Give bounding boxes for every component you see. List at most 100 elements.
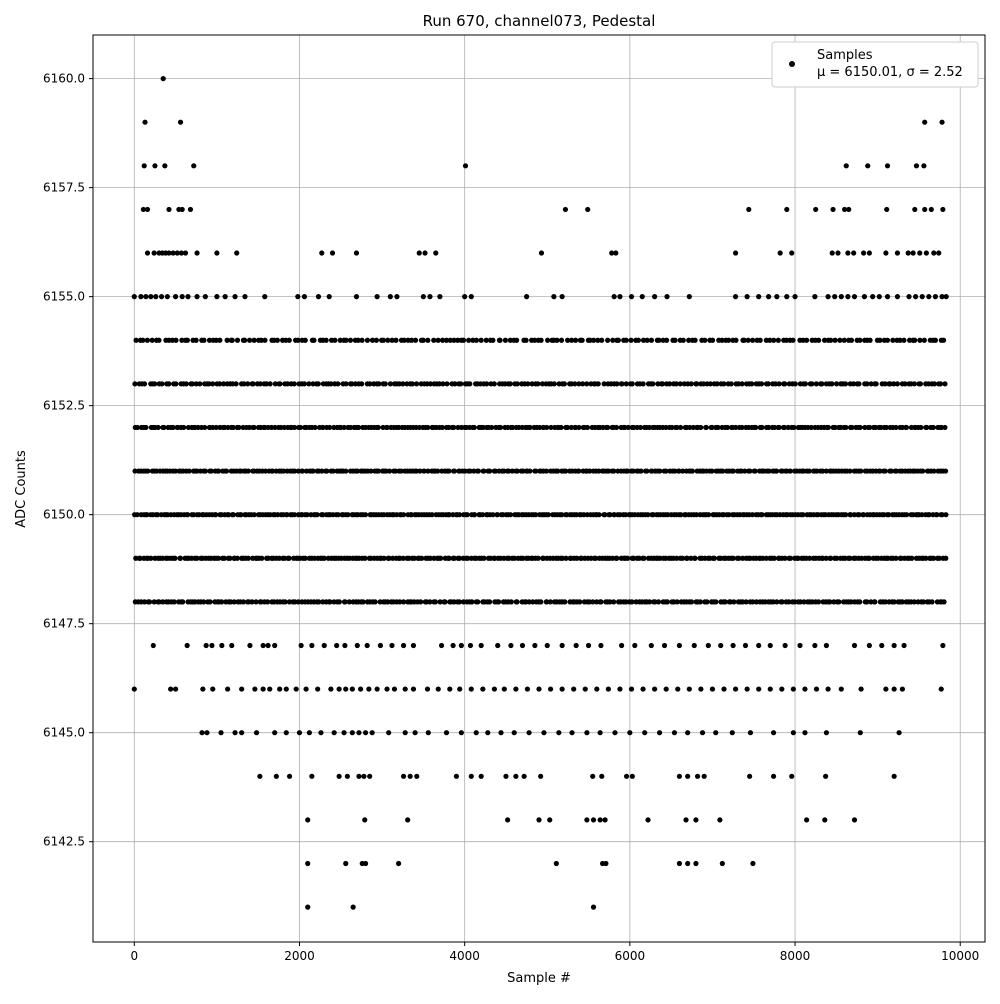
data-point [312,424,318,431]
data-point [786,599,792,605]
data-point [202,294,208,300]
data-point [802,686,808,692]
data-point [203,642,209,649]
data-point [538,599,544,605]
data-point [728,381,734,387]
data-point [252,686,258,692]
data-point [857,599,863,605]
data-point [872,599,878,605]
data-point [784,206,790,213]
data-point [860,512,867,518]
data-point [456,512,463,518]
data-point [376,381,382,387]
data-point [251,424,257,431]
data-point [421,468,427,474]
data-point [617,686,623,692]
data-point [784,294,790,300]
data-point [155,424,161,431]
data-point [901,642,907,649]
data-point [427,599,433,605]
data-point [301,294,308,300]
data-point [213,512,219,518]
data-point [367,773,373,779]
data-point [544,599,550,605]
data-point [580,381,586,387]
data-point [478,773,484,779]
data-point [883,424,890,431]
data-point [745,337,751,343]
data-point [697,599,703,605]
data-point [894,381,900,387]
data-point [291,424,297,431]
data-point [329,250,336,256]
data-point [433,250,439,256]
data-point [614,555,620,561]
data-point [656,730,663,736]
data-point [343,686,349,692]
data-point [469,599,475,605]
data-point [425,424,431,431]
data-point [632,642,638,649]
data-point [375,424,381,431]
data-point [932,337,938,343]
data-point [230,512,236,518]
data-point [569,337,575,343]
data-point [779,599,785,605]
data-point [857,424,863,431]
data-point [669,424,675,431]
data-point [142,119,148,125]
data-point [910,250,916,256]
data-point [172,686,179,692]
data-point [386,468,393,474]
data-point [217,381,223,387]
data-point [905,250,911,256]
data-point [906,294,912,300]
data-point [174,250,180,256]
data-point [686,294,692,300]
data-point [475,599,481,605]
data-point [494,512,501,518]
data-point [822,817,828,823]
data-point [438,642,445,649]
data-point [334,642,340,649]
data-point [291,468,298,474]
data-point [362,555,368,561]
data-point [224,337,230,343]
data-point [215,555,221,561]
data-point [650,381,656,387]
data-point [225,686,231,692]
data-point [414,773,420,779]
data-point [272,730,278,736]
data-point [458,730,464,736]
data-point [347,337,354,343]
data-point [514,599,520,605]
data-point [284,381,291,387]
data-point [902,381,908,387]
data-point [597,817,603,823]
data-point [209,642,215,649]
data-point [215,468,222,474]
data-point [153,294,159,300]
data-point [473,337,480,343]
data-point [219,599,225,605]
data-point [429,512,435,518]
data-point [257,381,263,387]
data-point [400,381,406,387]
data-point [358,686,364,692]
data-point [143,424,149,431]
data-point [456,599,462,605]
data-point [464,512,470,518]
data-point [655,599,662,605]
data-point [921,163,927,169]
data-point [801,599,807,605]
data-point [194,250,200,256]
data-point [346,599,352,605]
data-point [232,730,238,736]
data-point [432,599,439,605]
data-point [260,642,266,649]
data-point [605,686,611,692]
data-point [749,512,756,518]
data-point [652,294,658,300]
data-point [170,250,176,256]
data-point [526,730,532,736]
